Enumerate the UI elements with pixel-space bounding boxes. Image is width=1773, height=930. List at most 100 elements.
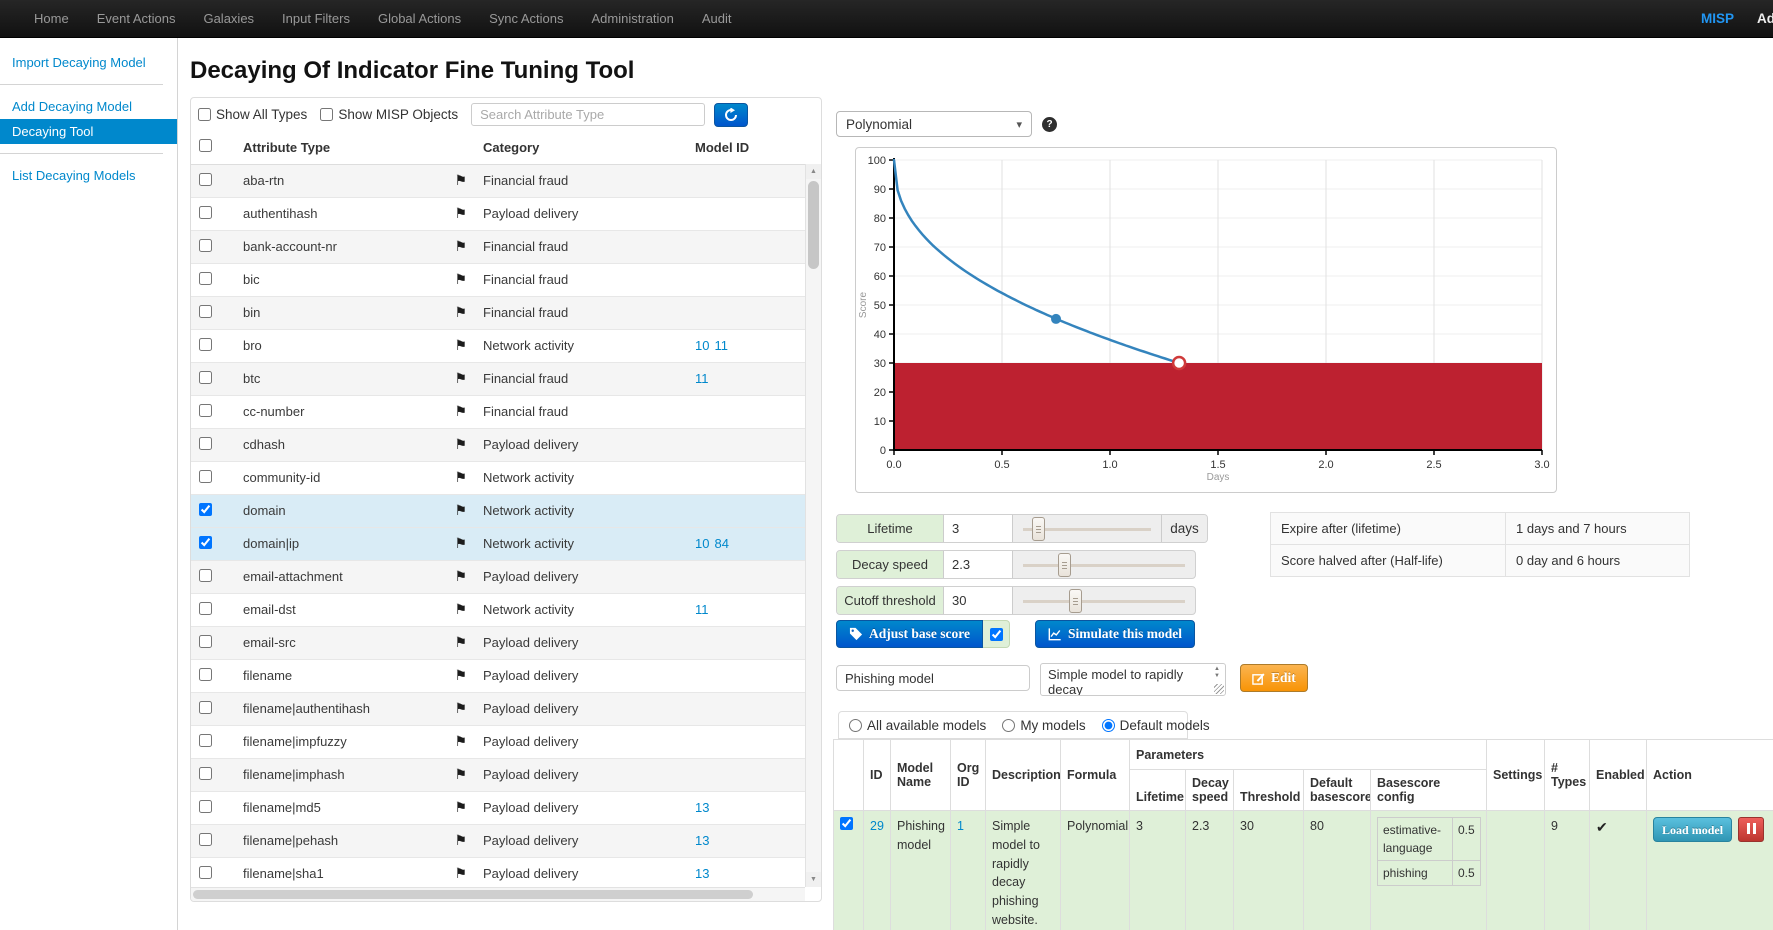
row-checkbox-bic[interactable]	[199, 272, 212, 285]
model-id-link-11[interactable]: 11	[695, 602, 709, 617]
lifetime-slider-track[interactable]	[1023, 515, 1151, 542]
sidebar-item-import-decaying-model[interactable]: Import Decaying Model	[0, 50, 177, 75]
model-id-link-13[interactable]: 13	[695, 800, 709, 815]
flag-icon[interactable]: ⚑	[454, 568, 467, 585]
sidebar-item-list-decaying-models[interactable]: List Decaying Models	[0, 163, 177, 188]
flag-icon[interactable]: ⚑	[454, 634, 467, 651]
horizontal-scrollbar-thumb[interactable]	[193, 890, 753, 899]
flag-icon[interactable]: ⚑	[454, 337, 467, 354]
flag-icon[interactable]: ⚑	[454, 271, 467, 288]
model-id-link-11[interactable]: 11	[695, 371, 709, 386]
cutoff-threshold-slider-track[interactable]	[1023, 587, 1185, 614]
decay-speed-value-input[interactable]	[943, 551, 1013, 578]
radio-default-models[interactable]	[1102, 719, 1115, 732]
help-icon[interactable]: ?	[1042, 117, 1057, 132]
simulate-model-button[interactable]: Simulate this model	[1035, 620, 1195, 648]
pause-model-button[interactable]	[1738, 817, 1764, 842]
lifetime-slider-handle[interactable]	[1032, 517, 1045, 541]
flag-icon[interactable]: ⚑	[454, 469, 467, 486]
spinner-arrows-icon[interactable]: ▲▼	[1212, 666, 1222, 680]
model-id-link-13[interactable]: 13	[695, 833, 709, 848]
flag-icon[interactable]: ⚑	[454, 304, 467, 321]
adjust-basescore-checkbox[interactable]	[990, 628, 1003, 641]
row-checkbox-domain-ip[interactable]	[199, 536, 212, 549]
flag-icon[interactable]: ⚑	[454, 403, 467, 420]
edit-model-button[interactable]: Edit	[1240, 664, 1308, 692]
row-checkbox-btc[interactable]	[199, 371, 212, 384]
row-checkbox-aba-rtn[interactable]	[199, 173, 212, 186]
row-checkbox-filename-authentihash[interactable]	[199, 701, 212, 714]
flag-icon[interactable]: ⚑	[454, 700, 467, 717]
row-checkbox-email-src[interactable]	[199, 635, 212, 648]
org-id-link[interactable]: 1	[957, 819, 964, 833]
search-attribute-input[interactable]	[471, 103, 705, 126]
load-model-button[interactable]: Load model	[1653, 817, 1732, 842]
sidebar-item-decaying-tool[interactable]: Decaying Tool	[0, 119, 177, 144]
model-id-link-10[interactable]: 10	[695, 536, 709, 551]
flag-icon[interactable]: ⚑	[454, 601, 467, 618]
flag-icon[interactable]: ⚑	[454, 238, 467, 255]
flag-icon[interactable]: ⚑	[454, 502, 467, 519]
flag-icon[interactable]: ⚑	[454, 766, 467, 783]
nav-item-audit[interactable]: Audit	[688, 0, 746, 38]
flag-icon[interactable]: ⚑	[454, 172, 467, 189]
formula-select[interactable]: Polynomial ▾	[836, 111, 1032, 137]
row-checkbox-email-attachment[interactable]	[199, 569, 212, 582]
model-filter-all-available-models[interactable]: All available models	[849, 718, 986, 733]
scroll-down-arrow[interactable]: ▼	[806, 872, 821, 887]
lifetime-value-input[interactable]	[943, 515, 1013, 542]
row-checkbox-filename-pehash[interactable]	[199, 833, 212, 846]
cutoff-threshold-value-input[interactable]	[943, 587, 1013, 614]
refresh-button[interactable]	[714, 103, 748, 127]
flag-icon[interactable]: ⚑	[454, 535, 467, 552]
nav-item-sync-actions[interactable]: Sync Actions	[475, 0, 577, 38]
flag-icon[interactable]: ⚑	[454, 832, 467, 849]
flag-icon[interactable]: ⚑	[454, 865, 467, 882]
model-filter-default-models[interactable]: Default models	[1102, 718, 1210, 733]
row-checkbox-cc-number[interactable]	[199, 404, 212, 417]
row-checkbox-domain[interactable]	[199, 503, 212, 516]
model-id-link-11[interactable]: 11	[714, 338, 728, 353]
misp-brand-link[interactable]: MISP	[1701, 0, 1734, 38]
curve-point-marker[interactable]	[1051, 314, 1061, 324]
show-misp-objects-checkbox[interactable]	[320, 108, 333, 121]
decay-speed-slider-track[interactable]	[1023, 551, 1185, 578]
vertical-scrollbar[interactable]: ▲ ▼	[805, 164, 821, 887]
select-all-checkbox[interactable]	[199, 139, 212, 152]
row-checkbox-email-dst[interactable]	[199, 602, 212, 615]
threshold-crossing-marker[interactable]	[1173, 357, 1185, 369]
horizontal-scrollbar[interactable]	[191, 887, 805, 901]
scroll-up-arrow[interactable]: ▲	[806, 164, 821, 179]
model-filter-my-models[interactable]: My models	[1002, 718, 1085, 733]
row-checkbox-authentihash[interactable]	[199, 206, 212, 219]
flag-icon[interactable]: ⚑	[454, 799, 467, 816]
cutoff-threshold-slider-handle[interactable]	[1069, 589, 1082, 613]
scrollbar-thumb[interactable]	[808, 181, 819, 269]
nav-item-galaxies[interactable]: Galaxies	[189, 0, 268, 38]
decay-speed-slider-handle[interactable]	[1058, 553, 1071, 577]
flag-icon[interactable]: ⚑	[454, 733, 467, 750]
model-description-textarea[interactable]: Simple model to rapidly decay	[1040, 663, 1226, 696]
model-id-link[interactable]: 29	[870, 819, 884, 833]
model-row-checkbox[interactable]	[840, 817, 853, 830]
row-checkbox-cdhash[interactable]	[199, 437, 212, 450]
model-name-input[interactable]	[836, 665, 1030, 691]
nav-item-input-filters[interactable]: Input Filters	[268, 0, 364, 38]
flag-icon[interactable]: ⚑	[454, 667, 467, 684]
row-checkbox-bin[interactable]	[199, 305, 212, 318]
nav-item-administration[interactable]: Administration	[578, 0, 688, 38]
show-all-types-option[interactable]: Show All Types	[198, 107, 307, 122]
model-id-link-10[interactable]: 10	[695, 338, 709, 353]
flag-icon[interactable]: ⚑	[454, 205, 467, 222]
show-misp-objects-option[interactable]: Show MISP Objects	[320, 107, 458, 122]
row-checkbox-filename-impfuzzy[interactable]	[199, 734, 212, 747]
adjust-base-score-button[interactable]: Adjust base score	[836, 620, 983, 648]
nav-item-global-actions[interactable]: Global Actions	[364, 0, 475, 38]
row-checkbox-bro[interactable]	[199, 338, 212, 351]
nav-item-event-actions[interactable]: Event Actions	[83, 0, 190, 38]
model-id-link-84[interactable]: 84	[714, 536, 728, 551]
admin-menu-link[interactable]: Admin	[1757, 0, 1773, 38]
resize-grip-icon[interactable]	[1214, 684, 1224, 694]
row-checkbox-bank-account-nr[interactable]	[199, 239, 212, 252]
row-checkbox-filename-sha1[interactable]	[199, 866, 212, 879]
